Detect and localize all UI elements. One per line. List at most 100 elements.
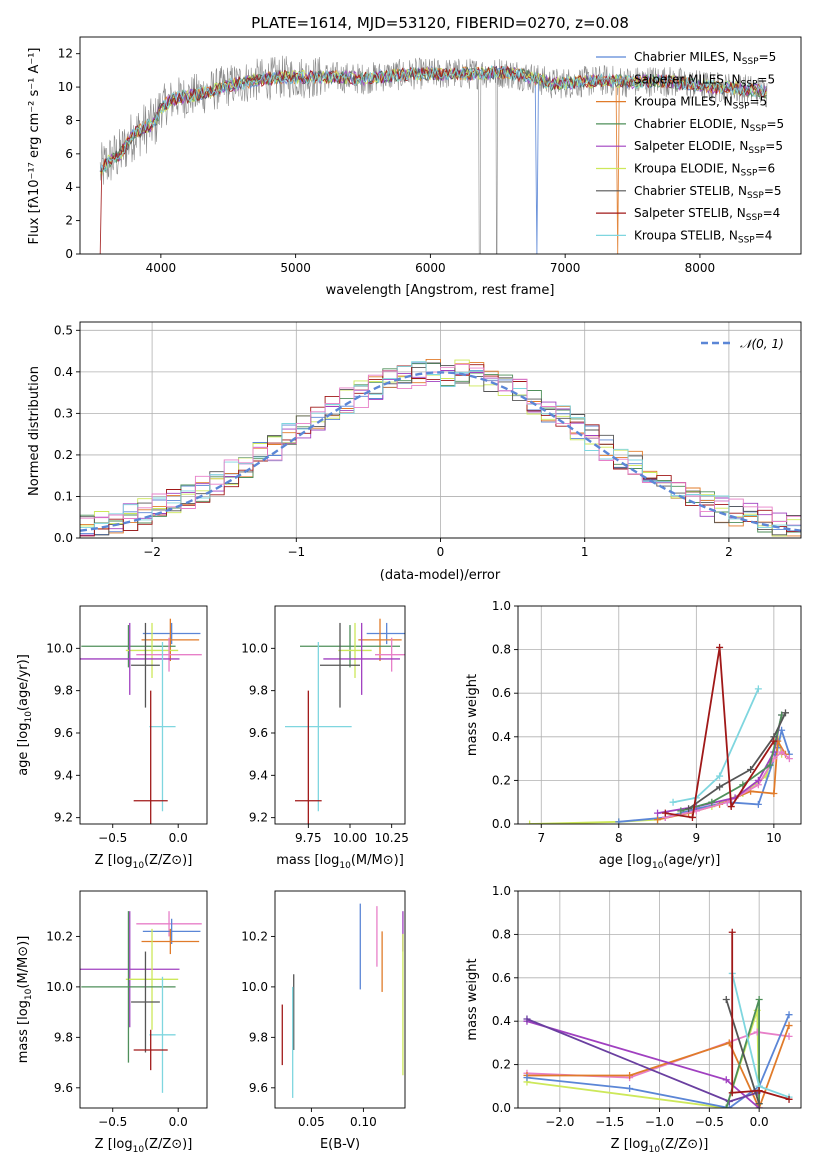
errorbar-point xyxy=(136,637,202,672)
errorbar-point xyxy=(125,928,179,1030)
y-tick-label: 8 xyxy=(65,113,73,127)
x-tick-label: −1.0 xyxy=(645,1115,674,1129)
errorbar-point xyxy=(149,976,176,1093)
x-axis-label: Z [log10(Z/Z⊙)] xyxy=(611,1137,709,1155)
series-marker xyxy=(716,772,724,780)
series-marker xyxy=(727,803,735,811)
plot-area xyxy=(523,928,793,1108)
weight-series xyxy=(523,1022,793,1108)
y-tick-label: 0.8 xyxy=(492,643,511,657)
errorbar-point xyxy=(80,911,180,1028)
series-marker xyxy=(770,789,778,797)
axis-ticks: 4000 5000 6000 7000 8000 0 2 4 6 8 10 12 xyxy=(58,47,715,275)
series-marker xyxy=(661,809,669,817)
y-tick-label: 0.2 xyxy=(492,773,511,787)
y-tick-label: 0.0 xyxy=(54,531,73,545)
legend-entry: Salpeter ELODIE, NSSP=5 xyxy=(634,139,783,156)
y-tick-label: 0 xyxy=(65,247,73,261)
y-tick-label: 0.0 xyxy=(492,1101,511,1115)
axis-ticks: 7 8 9 10 0.0 0.2 0.4 0.6 0.8 1.0 xyxy=(492,599,782,845)
x-axis-label: E(B-V) xyxy=(320,1137,360,1152)
series-marker xyxy=(755,1100,763,1108)
y-tick-label: 0.6 xyxy=(492,971,511,985)
y-tick-label: 0.2 xyxy=(54,448,73,462)
series-marker xyxy=(747,766,755,773)
legend-entry: Chabrier MILES, NSSP=5 xyxy=(634,50,776,67)
series-marker xyxy=(755,996,763,1003)
x-axis-label: Z [log10(Z/Z⊙)] xyxy=(95,1137,193,1155)
errorbar-point xyxy=(131,622,160,708)
x-tick-label: 4000 xyxy=(146,261,177,275)
axis-ticks: 9.75 10.00 10.25 9.2 9.4 9.6 9.8 10.0 xyxy=(241,641,409,845)
errorbar-point xyxy=(300,625,400,668)
series-line xyxy=(526,1014,790,1108)
x-tick-label: 0.0 xyxy=(750,1115,769,1129)
legend-entry: Salpeter MILES, NSSP=5 xyxy=(634,72,775,89)
y-tick-label: 4 xyxy=(65,180,73,194)
x-tick-label: −1 xyxy=(287,545,305,559)
axes-frame xyxy=(517,890,802,1109)
normal-legend-label: 𝒩(0, 1) xyxy=(740,337,784,351)
y-tick-label: 1.0 xyxy=(492,599,511,613)
axes-frame xyxy=(79,890,208,1109)
x-tick-label: 7000 xyxy=(550,261,581,275)
series-marker xyxy=(785,1011,793,1019)
y-tick-label: 0.3 xyxy=(54,406,73,420)
spectrum-ylabel: Flux [fλ10⁻¹⁷ erg cm⁻² s⁻¹ A⁻¹] xyxy=(27,48,42,245)
spectrum-xlabel: wavelength [Angstrom, rest frame] xyxy=(326,283,555,298)
series-marker xyxy=(770,737,778,745)
errorbar-point xyxy=(133,690,168,824)
x-tick-label: 0.0 xyxy=(169,1115,188,1129)
y-axis-label: mass weight xyxy=(465,958,480,1040)
y-tick-label: 1.0 xyxy=(492,884,511,898)
series-marker xyxy=(754,776,762,784)
x-axis-label: mass [log10(M/M⊙)] xyxy=(276,853,404,871)
series-marker xyxy=(523,1074,531,1082)
x-tick-label: 0.05 xyxy=(298,1115,325,1129)
x-tick-label: 10.25 xyxy=(374,831,408,845)
weight-series xyxy=(654,711,786,817)
series-marker xyxy=(526,820,534,824)
x-tick-label: 10.00 xyxy=(333,831,367,845)
y-tick-label: 9.8 xyxy=(249,684,268,698)
y-tick-label: 9.4 xyxy=(54,768,73,782)
weight-series xyxy=(677,711,786,815)
x-axis-label: Z [log10(Z/Z⊙)] xyxy=(95,853,193,871)
series-marker xyxy=(654,809,662,817)
y-tick-label: 0.8 xyxy=(492,927,511,941)
age-vs-mass-panel: 9.75 10.00 10.25 9.2 9.4 9.6 9.8 10.0 mass [log1… xyxy=(241,605,409,871)
plot-area xyxy=(99,55,768,254)
y-axis-label: age [log10(age/yr)] xyxy=(16,654,34,776)
y-tick-label: 9.2 xyxy=(249,811,268,825)
series-line xyxy=(672,688,760,804)
x-tick-label: 0.10 xyxy=(350,1115,377,1129)
axes-frame xyxy=(517,605,802,825)
series-marker xyxy=(754,685,762,693)
series-marker xyxy=(785,1095,793,1103)
residual-legend: 𝒩(0, 1) xyxy=(701,337,784,351)
errorbar-point xyxy=(81,625,176,668)
x-tick-label: 9.75 xyxy=(295,831,322,845)
errorbar-point xyxy=(320,622,360,708)
axes-frame xyxy=(274,890,406,1109)
series-marker xyxy=(626,1071,634,1079)
x-tick-label: 1 xyxy=(581,545,589,559)
series-marker xyxy=(785,1022,793,1030)
x-tick-label: 8 xyxy=(615,831,623,845)
mass-vs-EBV-panel: 0.05 0.10 9.6 9.8 10.0 10.2 E(B-V) xyxy=(241,890,406,1152)
spectrum-legend: Chabrier MILES, NSSP=5 Salpeter MILES, NS… xyxy=(596,50,784,245)
series-marker xyxy=(785,755,793,763)
histogram-steps xyxy=(80,363,801,522)
axis-ticks: −0.5 0.0 9.2 9.4 9.6 9.8 10.0 xyxy=(46,641,187,845)
series-marker xyxy=(728,1089,736,1097)
y-tick-label: 10 xyxy=(58,80,73,94)
y-tick-label: 9.8 xyxy=(54,1030,73,1044)
series-marker xyxy=(615,818,623,824)
errorbar-point xyxy=(136,911,202,937)
legend-entry: Kroupa STELIB, NSSP=4 xyxy=(634,228,772,245)
legend-entry: Kroupa MILES, NSSP=5 xyxy=(634,95,767,112)
plot-area xyxy=(80,911,202,1093)
histogram-steps xyxy=(80,362,801,536)
y-tick-label: 0.4 xyxy=(54,365,73,379)
